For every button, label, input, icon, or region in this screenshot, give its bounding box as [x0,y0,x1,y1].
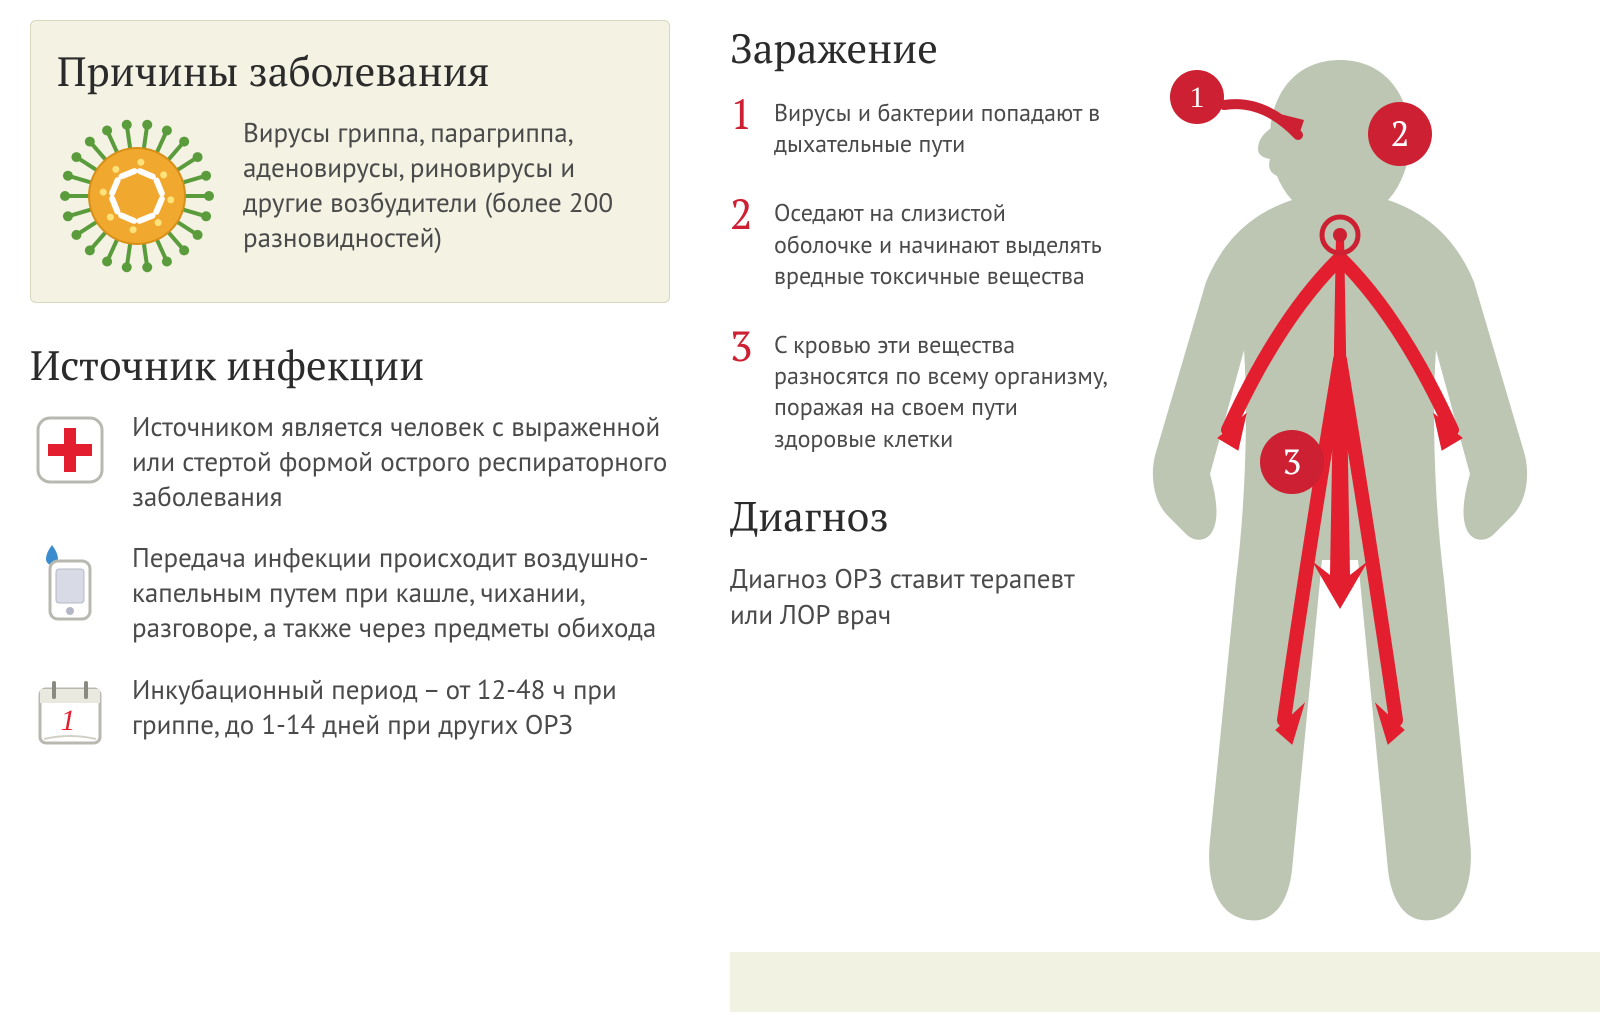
infection-step-text: Вирусы и бактерии попадают в дыхательные… [774,93,1110,159]
body-marker-badge: 3 [1260,430,1324,494]
source-item-text: Инкубационный период – от 12-48 ч при гр… [132,673,670,743]
causes-title: Причины заболевания [57,43,643,98]
infection-step: 1Вирусы и бактерии попадают в дыхательны… [730,93,1110,159]
source-item: Источником является человек с выраженной… [30,410,670,515]
body-marker-badge: 2 [1368,102,1432,166]
infection-step-number: 1 [730,93,760,159]
infection-step-number: 2 [730,193,760,291]
infection-step-text: С кровью эти вещества разносятся по всем… [774,325,1110,454]
calendar-icon: 1 [30,673,110,753]
svg-text:1: 1 [61,704,76,737]
medical-cross-icon [30,410,110,490]
source-item-text: Источником является человек с выраженной… [132,410,670,515]
source-item: Передача инфекции происходит воздушно-ка… [30,541,670,646]
svg-text:1: 1 [1190,81,1205,114]
infection-step-number: 3 [730,325,760,454]
source-item: 1 Инкубационный период – от 12-48 ч при … [30,673,670,753]
causes-box: Причины заболевания Вирусы гриппа, параг… [30,20,670,303]
source-item-text: Передача инфекции происходит воздушно-ка… [132,541,670,646]
infection-step: 3С кровью эти вещества разносятся по все… [730,325,1110,454]
source-title: Источник инфекции [30,337,670,392]
infection-step-text: Оседают на слизистой оболочке и начинают… [774,193,1110,291]
causes-text: Вирусы гриппа, парагриппа, аденови­русы,… [243,116,643,256]
body-marker-arrow: 1 [1170,70,1310,145]
virus-icon [57,116,217,276]
human-body-figure: 1 2 3 [1100,30,1580,1010]
diagnosis-text: Диагноз ОРЗ ставит терапевт или ЛОР врач [730,561,1090,634]
infection-step: 2Оседают на слизистой оболочке и начинаю… [730,193,1110,291]
source-list: Источником является человек с выраженной… [30,410,670,753]
phone-drop-icon [30,541,110,621]
